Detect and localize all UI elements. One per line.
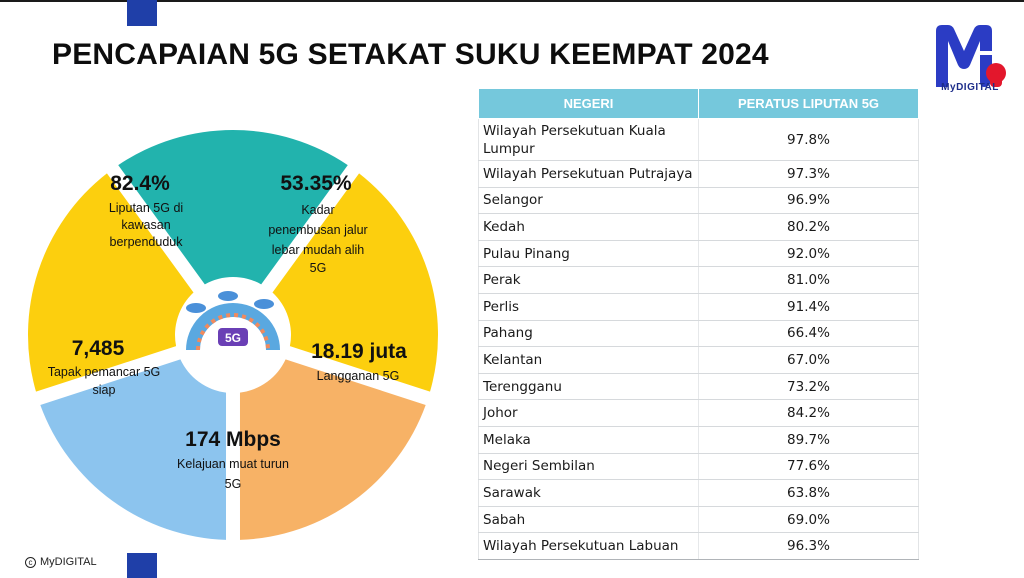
coverage-cell: 96.9% [698,187,919,215]
segment-value: 82.4% [110,172,170,195]
state-cell: Perak [478,266,699,294]
segment-sites [40,359,227,540]
segment-label-line: penembusan jalur [268,223,367,237]
column-header-coverage: PERATUS LIPUTAN 5G [698,88,919,119]
table-row: Perak 81.0% [478,266,919,294]
segments [27,130,439,540]
table-row: Selangor 96.9% [478,187,919,215]
table-row: Sarawak 63.8% [478,479,919,507]
segment-label-line: Liputan 5G di [109,201,183,215]
state-cell: Wilayah Persekutuan Kuala Lumpur [478,118,699,161]
segment-penetration [118,130,348,285]
coverage-cell: 96.3% [698,532,919,560]
table-header-row: NEGERI PERATUS LIPUTAN 5G [478,88,919,119]
state-cell: Terengganu [478,373,699,401]
coverage-cell: 73.2% [698,373,919,401]
segment-label-line: berpenduduk [110,235,184,249]
coverage-cell: 97.8% [698,118,919,161]
segment-label-line: Kadar [301,203,334,217]
achievement-ring-chart: 5G 82.4% Liputan 5G di kawasan berpendud… [27,130,439,540]
page-title: PENCAPAIAN 5G SETAKAT SUKU KEEMPAT 2024 [52,38,769,71]
segment-value: 53.35% [280,172,352,195]
coverage-cell: 80.2% [698,213,919,241]
segment-value: 18.19 juta [311,340,407,363]
segment-value: 7,485 [72,337,125,360]
copyright: c MyDIGITAL [25,556,97,568]
coverage-cell: 77.6% [698,453,919,481]
copyright-icon: c [25,556,36,568]
segment-coverage [27,173,194,392]
coverage-cell: 63.8% [698,479,919,507]
coverage-cell: 92.0% [698,240,919,268]
table-row: Sabah 69.0% [478,506,919,534]
coverage-cell: 84.2% [698,399,919,427]
table-row: Kedah 80.2% [478,213,919,241]
table-row: Pahang 66.4% [478,320,919,348]
table-row: Wilayah Persekutuan Putrajaya 97.3% [478,160,919,188]
mydigital-logo-icon [936,25,1006,87]
state-cell: Kedah [478,213,699,241]
logo-text: MyDIGITAL [941,82,999,93]
coverage-cell: 89.7% [698,426,919,454]
table-row: Kelantan 67.0% [478,346,919,374]
coverage-cell: 97.3% [698,160,919,188]
table-row: Johor 84.2% [478,399,919,427]
top-rule [0,0,1024,2]
table-row: Negeri Sembilan 77.6% [478,453,919,481]
table-row: Wilayah Persekutuan Kuala Lumpur 97.8% [478,118,919,161]
segment-value: 174 Mbps [185,428,281,451]
state-cell: Johor [478,399,699,427]
state-cell: Kelantan [478,346,699,374]
state-cell: Pulau Pinang [478,240,699,268]
state-cell: Sarawak [478,479,699,507]
state-cell: Perlis [478,293,699,321]
segment-label-line: Kelajuan muat turun [177,457,289,471]
decorative-square-bottom [127,553,157,578]
state-cell: Selangor [478,187,699,215]
state-cell: Sabah [478,506,699,534]
center-5g-icon: 5G [186,291,280,351]
segment-label-line: kawasan [121,218,170,232]
segment-label-line: Tapak pemancar 5G [48,365,161,379]
segment-label-line: siap [93,383,116,397]
table-row: Terengganu 73.2% [478,373,919,401]
segment-label-line: Langganan 5G [317,369,400,383]
segment-label-line: lebar mudah alih [272,243,364,257]
decorative-square-top [127,0,157,26]
state-cell: Wilayah Persekutuan Putrajaya [478,160,699,188]
state-cell: Wilayah Persekutuan Labuan [478,532,699,560]
segment-label-line: 5G [310,261,327,275]
segment-label-line: 5G [225,477,242,491]
coverage-table: NEGERI PERATUS LIPUTAN 5G Wilayah Persek… [478,88,919,560]
coverage-cell: 69.0% [698,506,919,534]
state-cell: Melaka [478,426,699,454]
center-badge: 5G [225,331,241,345]
table-row: Pulau Pinang 92.0% [478,240,919,268]
coverage-cell: 91.4% [698,293,919,321]
coverage-cell: 81.0% [698,266,919,294]
coverage-cell: 66.4% [698,320,919,348]
state-cell: Pahang [478,320,699,348]
column-header-state: NEGERI [478,88,699,119]
state-cell: Negeri Sembilan [478,453,699,481]
copyright-text: MyDIGITAL [40,556,97,568]
table-row: Perlis 91.4% [478,293,919,321]
table-row: Wilayah Persekutuan Labuan 96.3% [478,532,919,560]
segment-subscriptions [272,173,439,392]
table-row: Melaka 89.7% [478,426,919,454]
segment-download-speed [239,359,426,540]
coverage-cell: 67.0% [698,346,919,374]
